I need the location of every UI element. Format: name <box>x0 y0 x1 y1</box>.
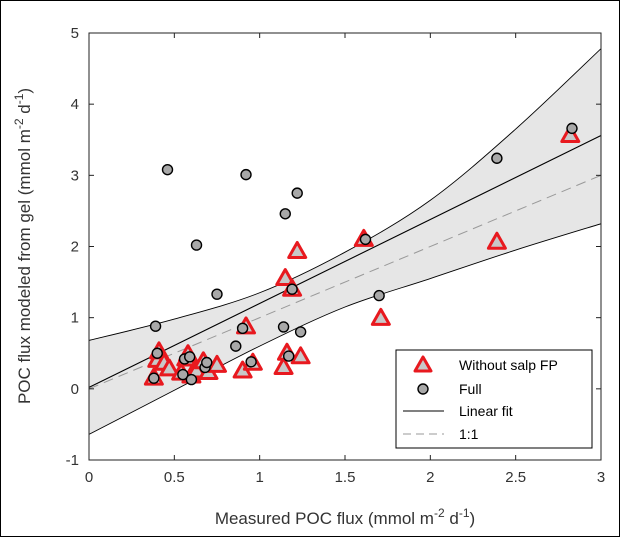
without-salp-fp-point-12 <box>207 354 227 373</box>
confidence-band <box>89 48 601 435</box>
x-tick-label: 1.5 <box>335 469 356 486</box>
legend-label-linear-fit: Linear fit <box>459 403 513 419</box>
full-point-12 <box>230 340 242 352</box>
full-point-15 <box>245 356 257 368</box>
x-axis-label: Measured POC flux (mmol m-2 d-1) <box>215 506 475 528</box>
legend: Without salp FP Full Linear fit 1:1 <box>395 349 593 449</box>
full-point-25 <box>566 122 578 135</box>
full-point-1 <box>149 320 162 332</box>
full-point-18 <box>282 350 295 362</box>
confidence-upper-bound <box>89 48 601 341</box>
legend-label-full: Full <box>459 381 482 397</box>
without-salp-fp-point-25 <box>560 124 581 143</box>
full-point-8 <box>190 239 203 251</box>
without-salp-fp-point-4 <box>159 358 180 377</box>
without-salp-fp-point-20 <box>287 240 308 259</box>
without-salp-fp-point-23 <box>370 307 391 326</box>
full-point-23 <box>373 289 385 302</box>
one-to-one-line <box>89 174 601 390</box>
full-point-21 <box>294 326 307 338</box>
full-point-24 <box>491 152 503 164</box>
y-tick-label: 5 <box>71 25 79 42</box>
without-salp-fp-point-16 <box>273 356 294 375</box>
without-salp-fp-point-21 <box>290 346 311 365</box>
legend-label-one-to-one: 1:1 <box>459 426 479 442</box>
y-tick-label: 4 <box>71 96 79 113</box>
x-tick-label: 3 <box>597 469 605 486</box>
without-salp-fp-point-24 <box>486 231 507 250</box>
full-point-2 <box>151 347 163 359</box>
x-tick-label: 2.5 <box>505 469 526 486</box>
full-point-7 <box>185 373 198 386</box>
full-point-6 <box>183 351 196 363</box>
full-point-16 <box>277 321 290 333</box>
y-tick-label: -1 <box>66 452 79 469</box>
full-point-14 <box>240 168 252 181</box>
full-point-3 <box>161 163 174 176</box>
linear-fit-line <box>89 134 601 388</box>
full-point-19 <box>286 283 298 295</box>
y-tick-label: 0 <box>71 381 79 398</box>
without-salp-fp-point-17 <box>275 268 296 287</box>
x-tick-label: 1 <box>255 469 263 486</box>
y-tick-label: 2 <box>71 239 79 256</box>
full-point-17 <box>279 208 291 220</box>
y-axis-label: POC flux modeled from gel (mmol m-2 d-1) <box>12 88 34 404</box>
confidence-lower-bound <box>89 223 601 435</box>
full-point-4 <box>177 368 189 381</box>
x-tick-label: 0 <box>85 469 93 486</box>
legend-triangle-marker <box>413 355 433 373</box>
full-point-13 <box>236 322 249 335</box>
full-point-11 <box>211 288 223 300</box>
x-tick-label: 0.5 <box>164 469 185 486</box>
x-tick-label: 2 <box>426 469 434 486</box>
full-point-0 <box>148 372 160 384</box>
full-point-20 <box>291 187 303 199</box>
y-tick-label: 3 <box>71 167 79 184</box>
y-tick-label: 1 <box>71 310 79 327</box>
legend-circle-marker <box>417 383 429 395</box>
full-point-10 <box>201 356 213 369</box>
legend-label-without-salp: Without salp FP <box>459 357 558 373</box>
full-point-22 <box>359 233 372 246</box>
